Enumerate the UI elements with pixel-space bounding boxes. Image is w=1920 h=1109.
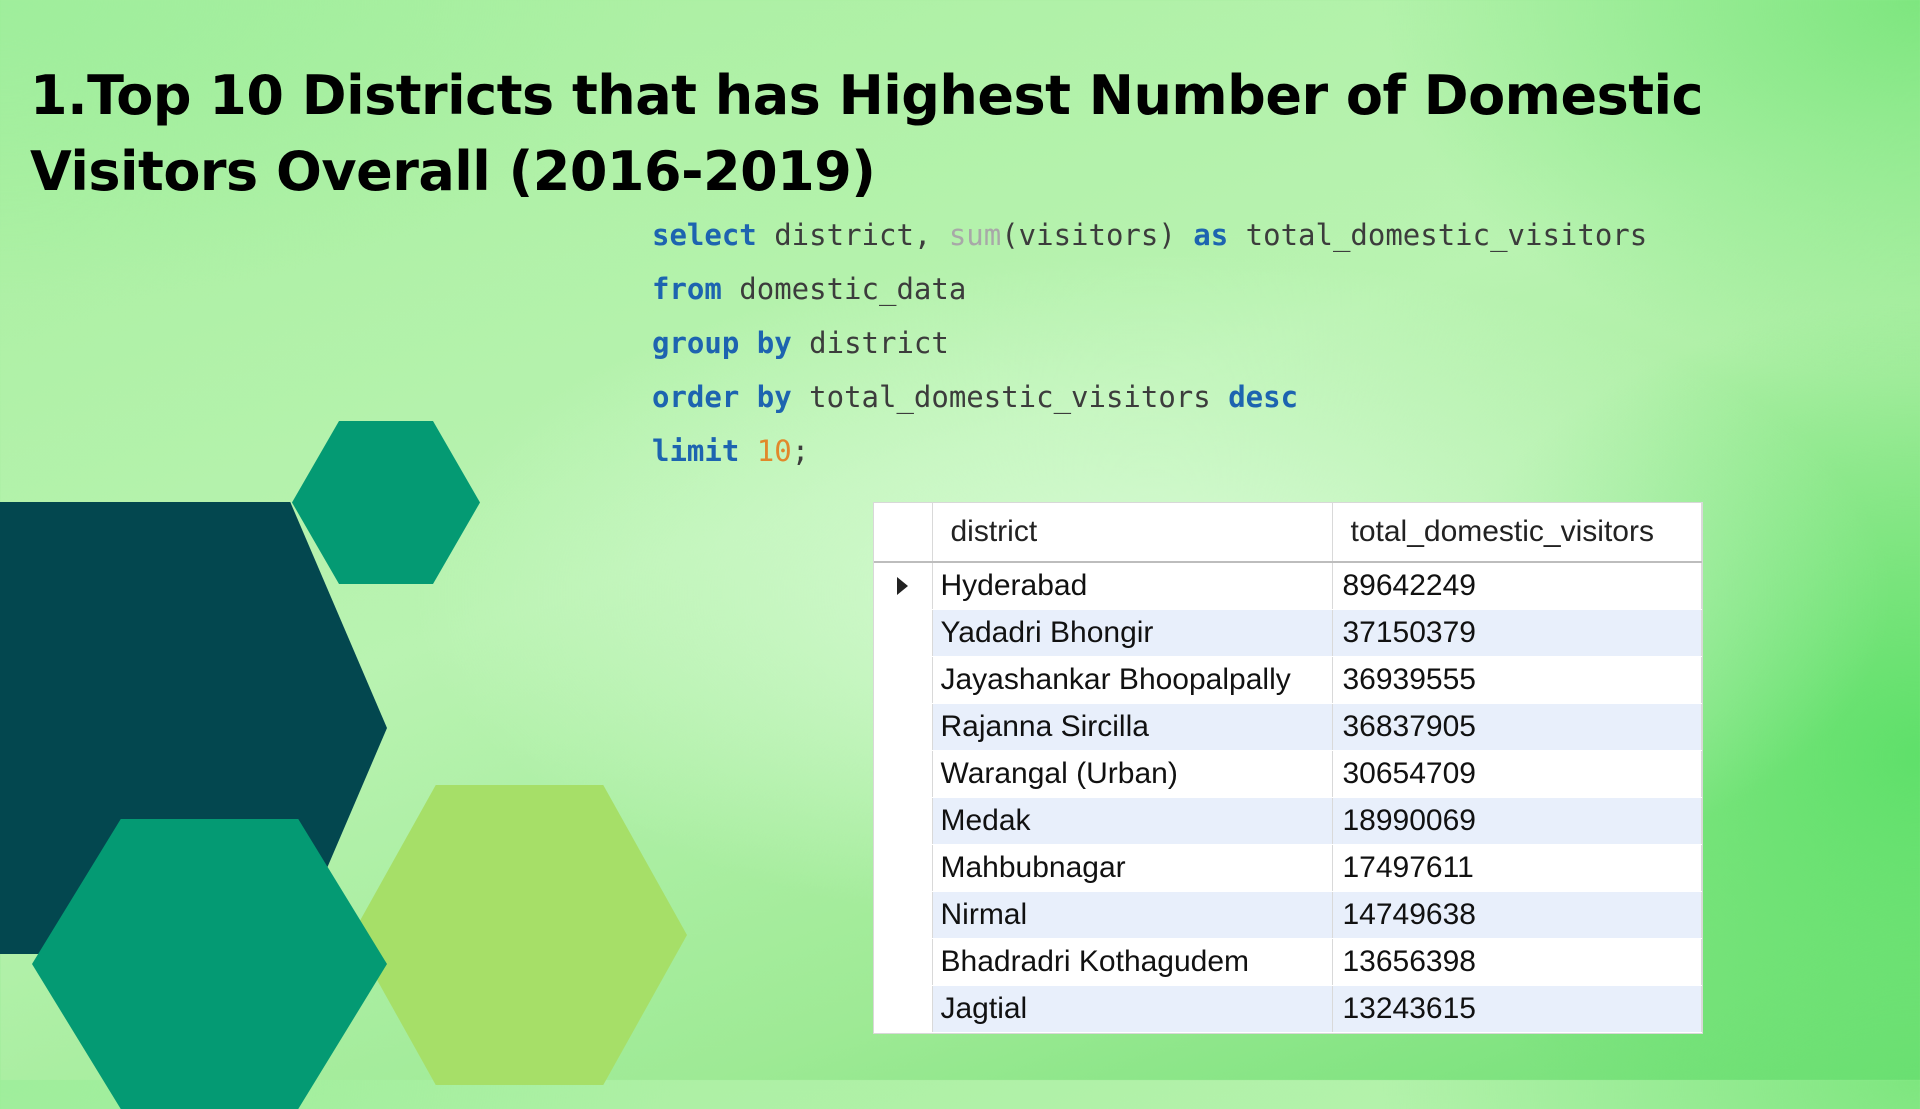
fn-sum: sum bbox=[948, 218, 1002, 252]
cell-district[interactable]: Mahbubnagar bbox=[932, 844, 1333, 892]
cell-total-domestic-visitors[interactable]: 89642249 bbox=[1332, 562, 1702, 610]
sql-space bbox=[739, 326, 756, 360]
decor-hexagon-small-teal bbox=[292, 421, 480, 584]
cell-district[interactable]: Rajanna Sircilla bbox=[932, 703, 1333, 751]
cell-district[interactable]: Nirmal bbox=[932, 891, 1333, 939]
cell-total-domestic-visitors[interactable]: 13656398 bbox=[1332, 938, 1702, 986]
cell-total-domestic-visitors[interactable]: 30654709 bbox=[1332, 750, 1702, 798]
table-row[interactable]: Jagtial 13243615 bbox=[874, 985, 1702, 1033]
kw-select: select bbox=[652, 218, 757, 252]
cell-total-domestic-visitors[interactable]: 13243615 bbox=[1332, 985, 1702, 1033]
sql-text: total_domestic_visitors bbox=[1228, 218, 1648, 252]
table-row[interactable]: Warangal (Urban) 30654709 bbox=[874, 750, 1702, 798]
sql-text: (visitors) bbox=[1001, 218, 1194, 252]
row-selector[interactable] bbox=[874, 609, 933, 657]
row-selector-header[interactable] bbox=[874, 503, 933, 563]
cell-total-domestic-visitors[interactable]: 14749638 bbox=[1332, 891, 1702, 939]
slide-title: 1.Top 10 Districts that has Highest Numb… bbox=[30, 64, 1704, 203]
kw-group: group bbox=[652, 326, 740, 360]
cell-total-domestic-visitors[interactable]: 36939555 bbox=[1332, 656, 1702, 704]
kw-by: by bbox=[756, 326, 792, 360]
cell-total-domestic-visitors[interactable]: 18990069 bbox=[1332, 797, 1702, 845]
sql-text: district, bbox=[756, 218, 949, 252]
sql-line-3: group by district bbox=[652, 316, 1647, 370]
kw-order: order bbox=[652, 380, 740, 414]
row-selector[interactable] bbox=[874, 656, 933, 704]
cell-total-domestic-visitors[interactable]: 36837905 bbox=[1332, 703, 1702, 751]
row-selector[interactable] bbox=[874, 891, 933, 939]
cell-district[interactable]: Medak bbox=[932, 797, 1333, 845]
sql-space bbox=[739, 380, 756, 414]
sql-line-5: limit 10; bbox=[652, 424, 1647, 478]
kw-as: as bbox=[1193, 218, 1229, 252]
sql-line-4: order by total_domestic_visitors desc bbox=[652, 370, 1647, 424]
table-row[interactable]: Bhadradri Kothagudem 13656398 bbox=[874, 938, 1702, 986]
decor-hexagon-lime bbox=[352, 785, 687, 1085]
sql-text: total_domestic_visitors bbox=[791, 380, 1229, 414]
row-selector[interactable] bbox=[874, 750, 933, 798]
table-row[interactable]: Jayashankar Bhoopalpally 36939555 bbox=[874, 656, 1702, 704]
row-selector[interactable] bbox=[874, 985, 933, 1033]
table-row[interactable]: Hyderabad 89642249 bbox=[874, 562, 1702, 610]
column-header-district[interactable]: district bbox=[932, 503, 1333, 563]
cell-total-domestic-visitors[interactable]: 37150379 bbox=[1332, 609, 1702, 657]
sql-terminator: ; bbox=[791, 434, 810, 468]
sql-space bbox=[739, 434, 756, 468]
table-row[interactable]: Medak 18990069 bbox=[874, 797, 1702, 845]
sql-text: district bbox=[791, 326, 949, 360]
sql-query: select district, sum(visitors) as total_… bbox=[652, 208, 1647, 478]
result-grid: district total_domestic_visitors Hyderab… bbox=[874, 503, 1702, 1033]
cell-total-domestic-visitors[interactable]: 17497611 bbox=[1332, 844, 1702, 892]
sql-line-1: select district, sum(visitors) as total_… bbox=[652, 208, 1647, 262]
kw-limit: limit bbox=[652, 434, 740, 468]
row-selector[interactable] bbox=[874, 844, 933, 892]
cell-district[interactable]: Yadadri Bhongir bbox=[932, 609, 1333, 657]
table-row[interactable]: Yadadri Bhongir 37150379 bbox=[874, 609, 1702, 657]
result-grid-header: district total_domestic_visitors bbox=[874, 503, 1702, 563]
table-row[interactable]: Nirmal 14749638 bbox=[874, 891, 1702, 939]
table-row[interactable]: Rajanna Sircilla 36837905 bbox=[874, 703, 1702, 751]
cell-district[interactable]: Hyderabad bbox=[932, 562, 1333, 610]
row-selector[interactable] bbox=[874, 938, 933, 986]
cell-district[interactable]: Jagtial bbox=[932, 985, 1333, 1033]
sql-line-2: from domestic_data bbox=[652, 262, 1647, 316]
row-selector[interactable] bbox=[874, 562, 933, 610]
kw-desc: desc bbox=[1228, 380, 1299, 414]
sql-number: 10 bbox=[756, 434, 792, 468]
table-row[interactable]: Mahbubnagar 17497611 bbox=[874, 844, 1702, 892]
cell-district[interactable]: Jayashankar Bhoopalpally bbox=[932, 656, 1333, 704]
column-header-total-domestic-visitors[interactable]: total_domestic_visitors bbox=[1332, 503, 1702, 563]
sql-text: domestic_data bbox=[721, 272, 967, 306]
row-selector[interactable] bbox=[874, 703, 933, 751]
row-selector-arrow-icon bbox=[897, 577, 909, 595]
kw-by: by bbox=[756, 380, 792, 414]
kw-from: from bbox=[652, 272, 722, 306]
cell-district[interactable]: Warangal (Urban) bbox=[932, 750, 1333, 798]
row-selector[interactable] bbox=[874, 797, 933, 845]
cell-district[interactable]: Bhadradri Kothagudem bbox=[932, 938, 1333, 986]
